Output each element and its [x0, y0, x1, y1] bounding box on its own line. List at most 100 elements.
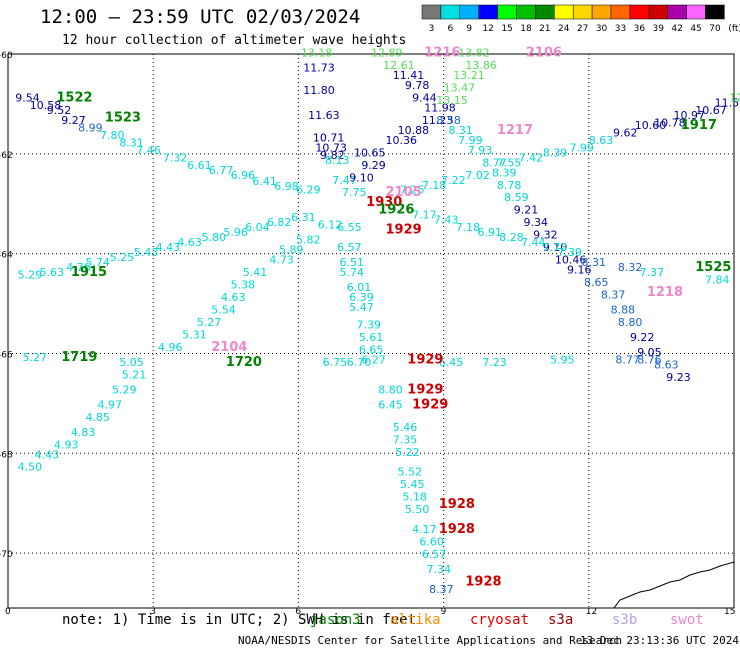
swh-value-label: 12.89	[371, 46, 403, 59]
swh-value-label: 5.18	[402, 491, 427, 504]
swh-value-label: 6.04	[245, 221, 270, 234]
pass-time-label: 1217	[497, 123, 533, 138]
swh-value-label: 11.59	[715, 96, 740, 109]
swh-value-label: 6.51	[340, 256, 365, 269]
pass-time-label: 2105	[386, 185, 422, 200]
pass-time-label: 1929	[412, 397, 448, 412]
swh-value-label: 5.47	[349, 301, 374, 314]
legend-swatch	[516, 4, 536, 20]
swh-value-label: 5.50	[405, 503, 430, 516]
satellite-legend-swot: swot	[670, 612, 704, 628]
swh-value-label: 9.52	[47, 104, 72, 117]
satellite-legend-jason3: jason3	[310, 612, 361, 628]
swh-value-label: 6.77	[209, 164, 234, 177]
swh-value-label: 7.99	[458, 134, 483, 147]
swh-value-label: 4.63	[221, 291, 246, 304]
swh-value-label: 5.45	[400, 478, 425, 491]
swh-value-label: 8.77	[482, 156, 507, 169]
swh-value-label: 8.13	[325, 154, 350, 167]
lon-tick-label: 9	[441, 607, 447, 617]
lon-tick-label: 3	[150, 607, 156, 617]
legend-swatch	[459, 4, 479, 20]
swh-value-label: 8.78	[497, 179, 521, 192]
swh-value-label: 7.84	[705, 274, 730, 287]
swh-value-label: 4.43	[35, 448, 60, 461]
lat-tick-label: -66	[0, 350, 13, 360]
swh-value-label: 5.96	[223, 226, 248, 239]
swh-value-label: 7.46	[136, 144, 161, 157]
antarctic-coastline	[613, 561, 735, 609]
swh-value-label: 7.73	[543, 241, 568, 254]
swh-value-label: 11.41	[393, 69, 425, 82]
swh-value-label: 7.93	[468, 144, 493, 157]
swh-value-label: 6.27	[361, 353, 386, 366]
swh-value-label: 10.58	[30, 99, 61, 112]
swh-value-label: 4.50	[18, 461, 43, 474]
legend-swatch	[705, 4, 725, 20]
lon-tick-label: 12	[586, 607, 597, 617]
swh-value-label: 5.95	[550, 353, 575, 366]
map-frame	[7, 53, 735, 609]
swh-value-label: 5.63	[39, 266, 64, 279]
swh-value-label: 5.21	[122, 368, 146, 381]
swh-value-label: 8.28	[499, 231, 524, 244]
swh-value-label: 10.78	[654, 116, 686, 129]
swh-value-label: 7.39	[557, 246, 582, 259]
swh-value-label: 9.62	[613, 126, 638, 139]
swh-value-label: 4.93	[54, 438, 78, 451]
swh-value-label: 7.47	[332, 174, 357, 187]
swh-value-label: 8.76	[637, 353, 662, 366]
swh-value-label: 6.45	[439, 356, 464, 369]
swh-value-label: 6.31	[291, 211, 316, 224]
swh-value-label: 9.78	[405, 79, 430, 92]
lat-tick-label: -68	[0, 450, 13, 460]
swh-value-label: 5.22	[395, 446, 420, 459]
swh-value-label: 4.76	[66, 261, 91, 274]
legend-bin-label: 24	[558, 24, 570, 34]
swh-value-label: 4.85	[85, 411, 110, 424]
legend-swatch	[478, 4, 498, 20]
swh-value-label: 7.18	[456, 221, 481, 234]
swh-value-label: 5.29	[112, 383, 137, 396]
swh-value-label: 4.97	[98, 398, 123, 411]
swh-value-label: 13.21	[453, 69, 485, 82]
swh-value-label: 9.16	[567, 264, 592, 277]
pass-time-label: 1929	[407, 382, 443, 397]
pass-time-label: 1930	[366, 195, 402, 210]
swh-value-label: 6.55	[337, 221, 362, 234]
axis-tick-labels: 0 3 6 9 12 15 -60 -62 -64 -66 -68 -70	[0, 51, 735, 617]
swh-value-label: 11.23	[422, 114, 454, 127]
swh-value-label: 5.52	[398, 466, 423, 479]
swh-value-label: 7.42	[519, 151, 544, 164]
swh-value-label: 5.31	[182, 328, 207, 341]
legend-swatch	[497, 4, 517, 20]
swh-value-label: 8.37	[601, 289, 626, 302]
swh-value-label: 6.98	[274, 180, 299, 193]
swh-value-label: 9.05	[637, 346, 662, 359]
swh-value-label: 7.17	[412, 209, 437, 222]
pass-time-labels: 1522 1523 1915 1719 1720 1917 1525 1216 2106 1217…	[56, 45, 731, 589]
swh-value-label: 6.39	[349, 291, 374, 304]
swh-value-label: 5.27	[197, 316, 222, 329]
swh-value-label: 10.60	[635, 119, 667, 132]
legend-swatch	[629, 4, 650, 20]
swh-value-label: 6.96	[231, 169, 256, 182]
pass-time-label: 1928	[439, 497, 475, 512]
swh-value-label: 10.46	[555, 254, 587, 267]
legend-swatch	[610, 4, 631, 20]
pass-time-label: 1915	[71, 265, 107, 280]
swh-value-label: 5.54	[211, 304, 236, 317]
pass-time-label: 2106	[526, 45, 562, 60]
swh-value-label: 12.0	[729, 91, 740, 104]
pass-time-label: 1719	[61, 350, 97, 365]
legend-swatch	[572, 4, 593, 20]
swh-value-label: 7.37	[640, 266, 665, 279]
swh-value-label: 5.80	[202, 231, 227, 244]
swh-value-label: 5.74	[85, 256, 110, 269]
swh-value-label: 7.34	[427, 563, 452, 576]
lon-tick-label: 6	[295, 607, 301, 617]
swh-value-label: 7.39	[356, 318, 381, 331]
swh-value-label: 7.99	[569, 141, 594, 154]
lat-tick-label: -70	[0, 550, 13, 560]
